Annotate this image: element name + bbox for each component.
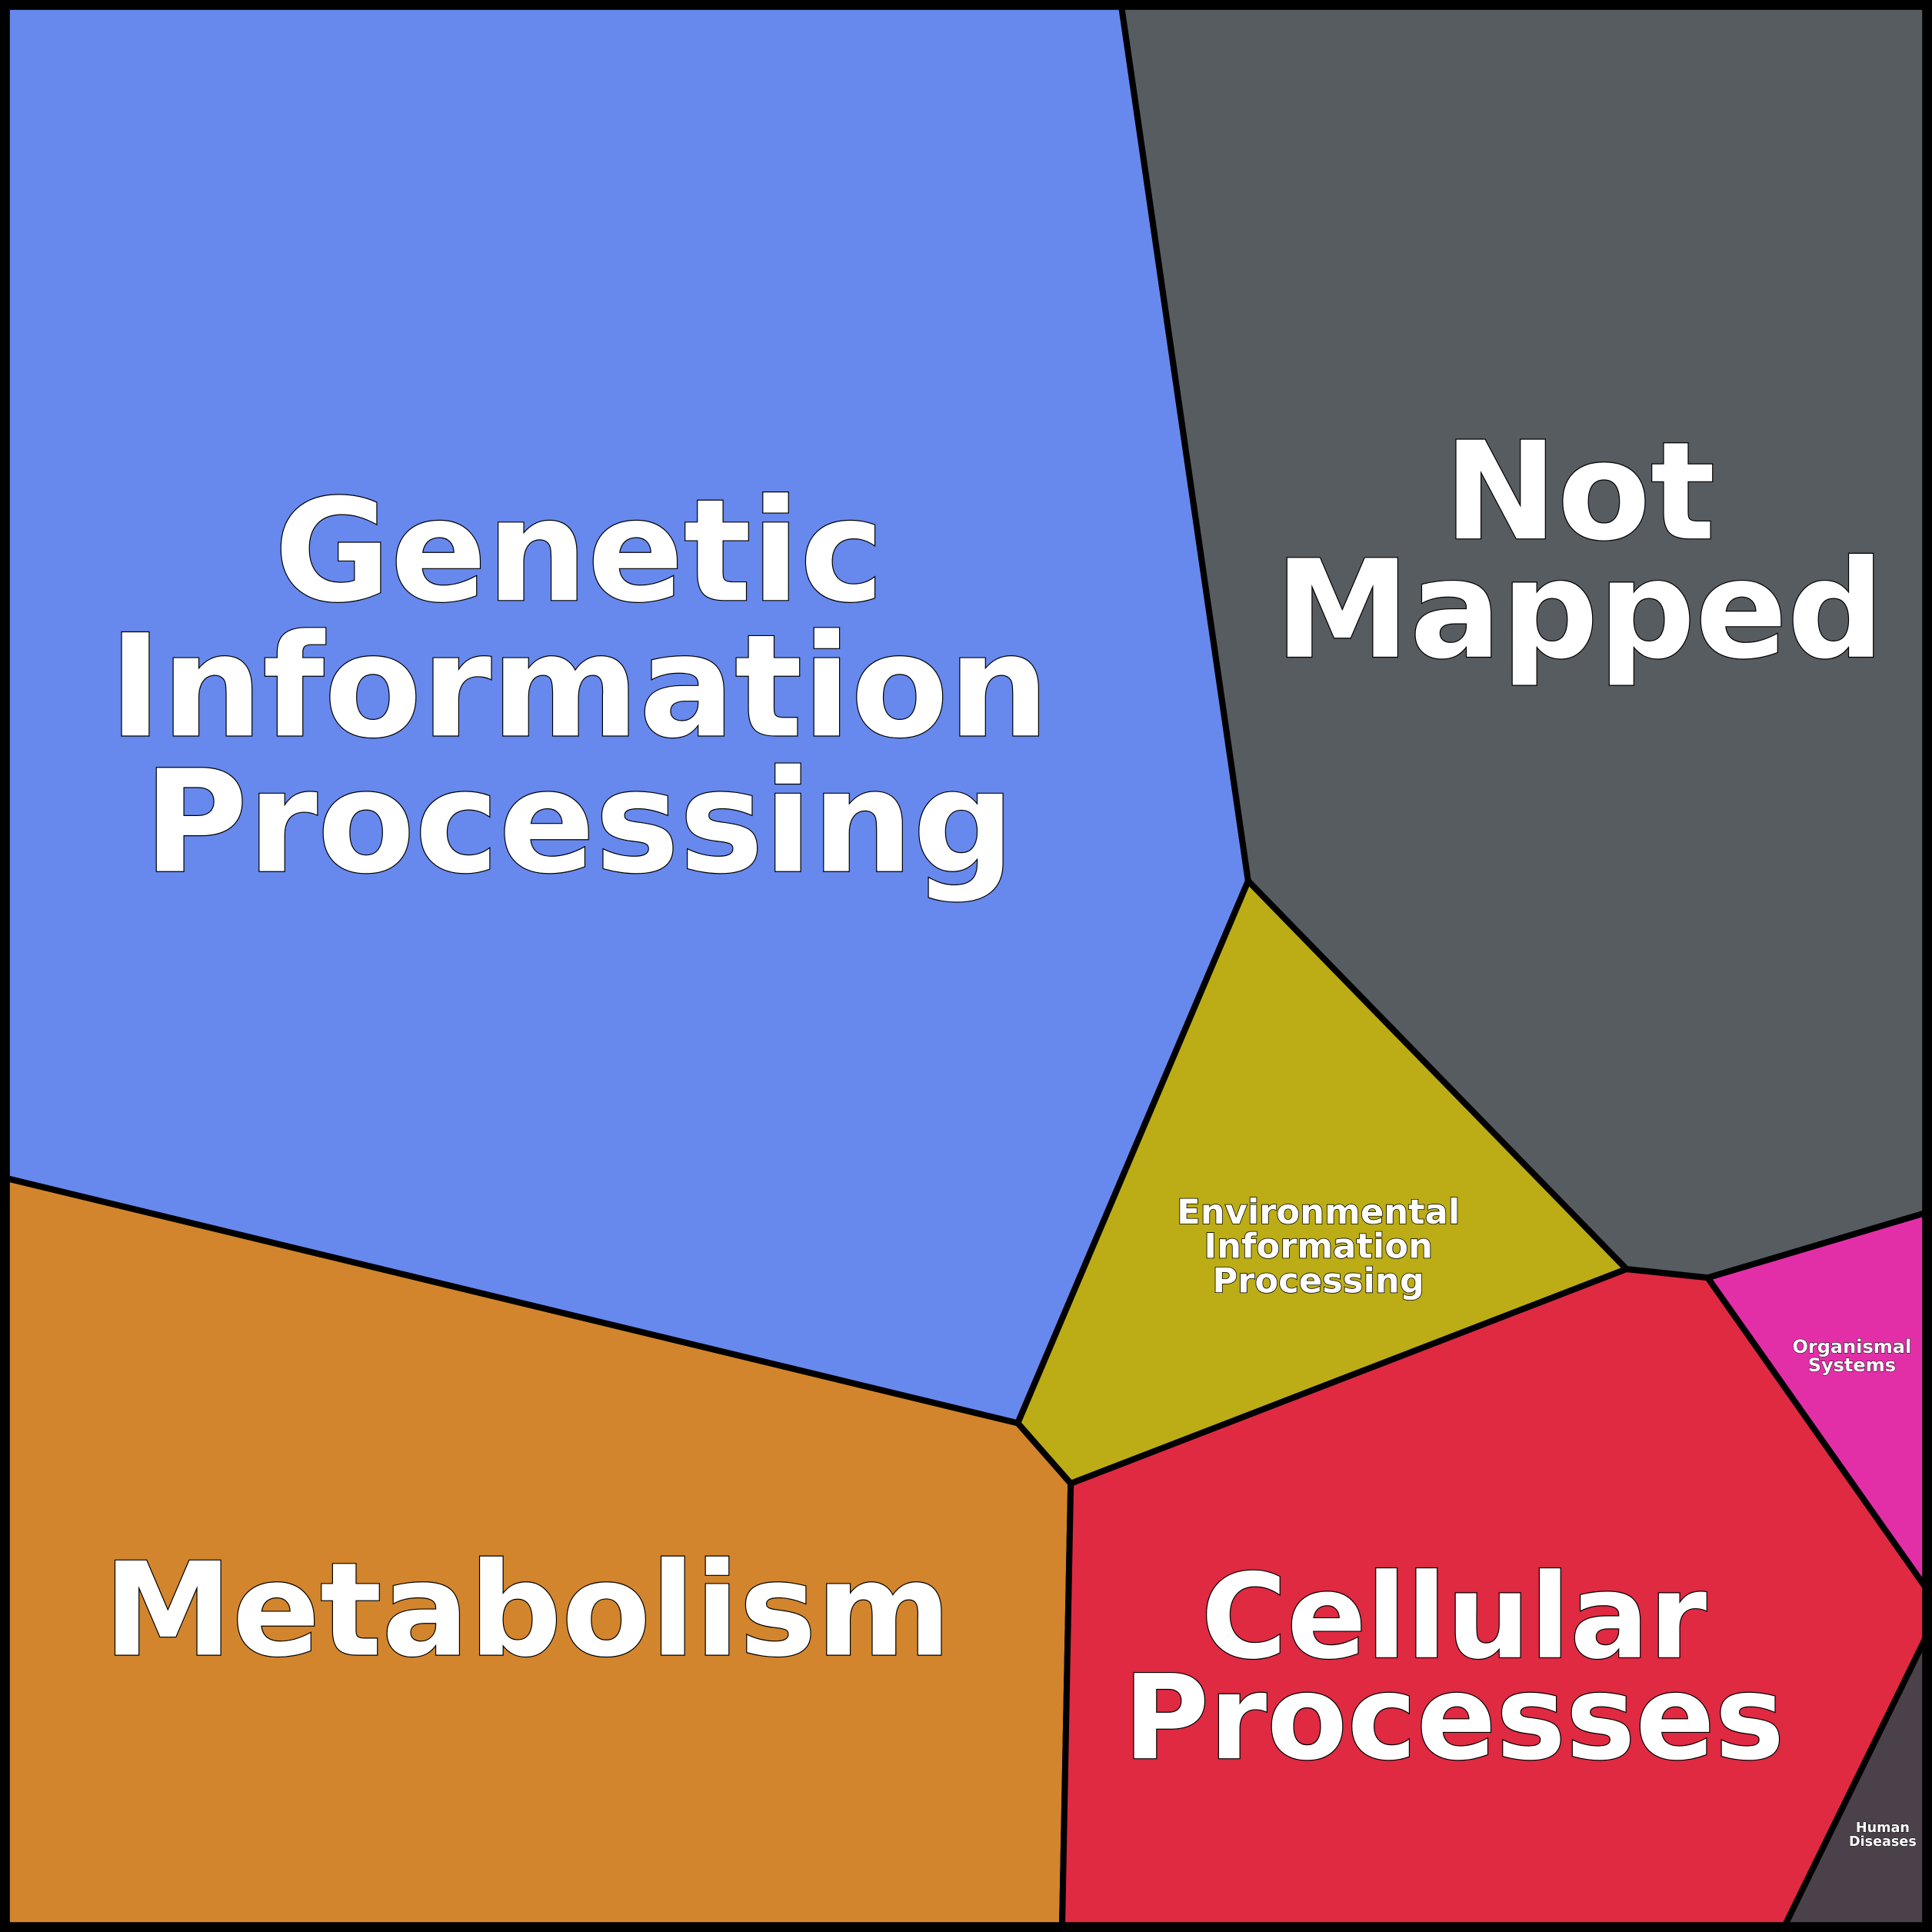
region-label: Organismal	[1792, 1336, 1911, 1357]
region-label: Cellular	[1201, 1549, 1707, 1685]
region-label: Metabolism	[104, 1535, 951, 1686]
region-label: Genetic	[275, 469, 884, 634]
region-label: Environmental	[1177, 1191, 1460, 1232]
region-label: Processes	[1124, 1650, 1785, 1786]
region-label: Human	[1856, 1820, 1910, 1836]
region-label: Systems	[1808, 1354, 1896, 1376]
region-label: Diseases	[1849, 1834, 1917, 1850]
region-label: Information	[109, 605, 1049, 769]
region-label: Mapped	[1275, 531, 1884, 689]
region-label: Processing	[1212, 1261, 1424, 1301]
region-label: Not	[1444, 412, 1715, 571]
region-label: Information	[1204, 1226, 1433, 1267]
region-label: Processing	[144, 741, 1014, 905]
